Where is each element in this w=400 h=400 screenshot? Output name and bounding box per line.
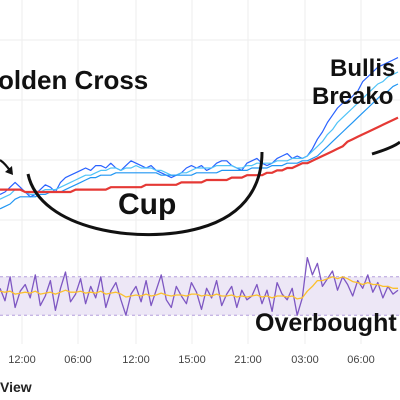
x-axis: 12:00 06:00 12:00 15:00 21:00 03:00 06:00 <box>8 354 375 366</box>
arrow-head-icon <box>5 166 13 175</box>
annotation-overbought: Overbought <box>255 309 397 337</box>
x-tick-label: 12:00 <box>122 354 150 366</box>
grid <box>0 0 400 344</box>
x-tick-label: 06:00 <box>64 354 92 366</box>
price-series-line <box>0 83 399 210</box>
brand-watermark: View <box>0 379 32 395</box>
rsi-panel <box>0 256 400 316</box>
price-panel <box>0 57 399 210</box>
x-tick-label: 03:00 <box>291 354 319 366</box>
annotation-cup: Cup <box>118 188 176 221</box>
annotation-bullish: Bullis <box>330 55 395 82</box>
x-tick-label: 12:00 <box>8 354 36 366</box>
price-series-line <box>0 116 399 194</box>
annotation-breakout: Breako <box>312 83 393 110</box>
rsi-line <box>0 256 399 316</box>
x-tick-label: 21:00 <box>234 354 262 366</box>
annotation-golden-cross: olden Cross <box>0 65 148 95</box>
x-tick-label: 06:00 <box>347 354 375 366</box>
price-series-line <box>0 71 399 200</box>
price-series-line <box>0 57 399 198</box>
rsi-ma-line <box>0 276 398 300</box>
x-tick-label: 15:00 <box>178 354 206 366</box>
cup-outline <box>26 151 264 237</box>
breakout-arc <box>371 140 400 156</box>
